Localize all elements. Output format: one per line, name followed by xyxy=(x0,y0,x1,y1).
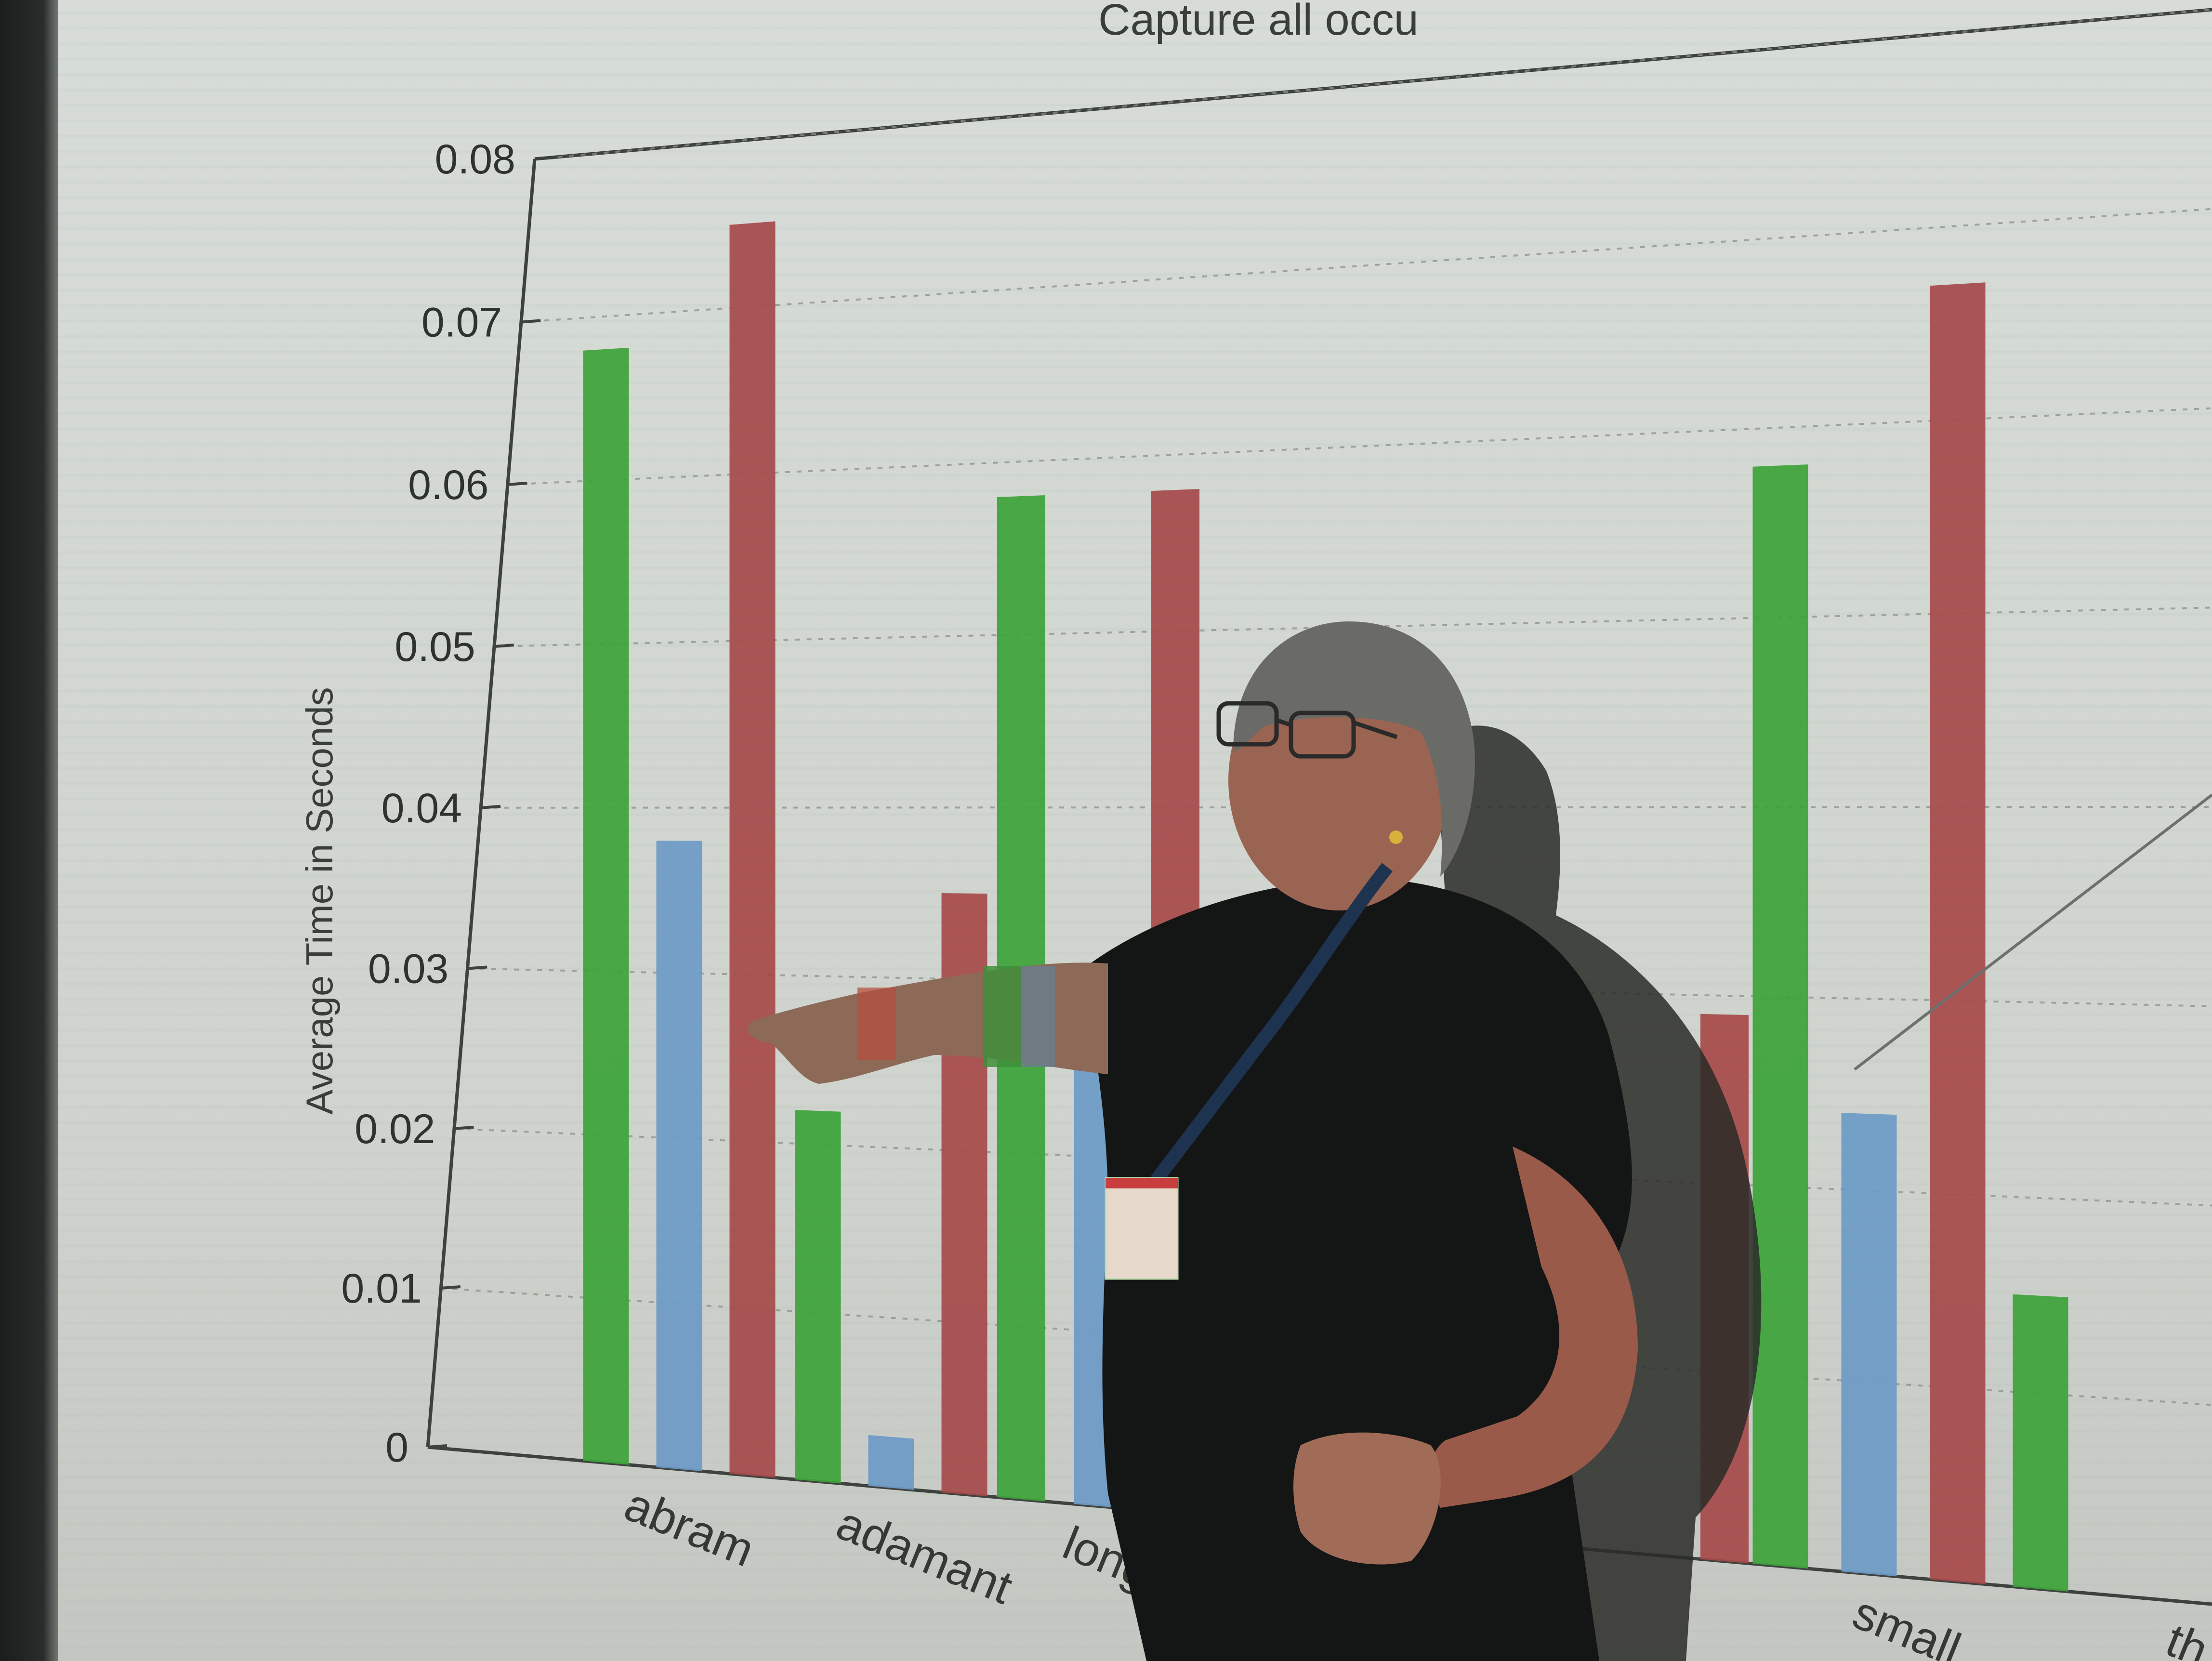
y-tick-label: 0.06 xyxy=(408,462,488,508)
arm-band-green xyxy=(983,966,1021,1067)
presenter-earring xyxy=(1389,830,1403,844)
y-axis-title: Average Time in Seconds xyxy=(298,687,341,1114)
bar xyxy=(583,347,629,1465)
y-tick-mark xyxy=(534,156,554,160)
bar xyxy=(868,1435,914,1490)
grid-line xyxy=(521,208,2212,323)
bar xyxy=(795,1110,841,1484)
y-tick-mark xyxy=(468,965,487,970)
y-tick-label: 0.04 xyxy=(382,785,462,831)
chart-title: Capture all occu xyxy=(1098,0,1419,44)
arm-band-red xyxy=(857,988,896,1060)
bar xyxy=(1752,464,1808,1569)
y-tick-label: 0.03 xyxy=(368,946,448,992)
y-axis-line xyxy=(426,158,537,1448)
presenter xyxy=(748,621,1638,1661)
y-tick-label: 0.01 xyxy=(341,1266,421,1312)
x-category-label: abram xyxy=(618,1477,762,1577)
y-tick-label: 0.07 xyxy=(421,300,502,346)
lanyard xyxy=(1150,863,1393,1185)
y-tick-mark xyxy=(521,319,541,324)
presenter-hair xyxy=(1233,621,1475,877)
bar xyxy=(1841,1113,1897,1577)
name-badge xyxy=(1105,1177,1179,1280)
y-tick-mark xyxy=(441,1285,461,1290)
name-badge-stripe xyxy=(1106,1178,1178,1188)
bar xyxy=(729,221,776,1478)
y-tick-mark xyxy=(481,804,501,809)
arm-band-blue xyxy=(1021,966,1055,1067)
slide-line-right xyxy=(1854,793,2212,1071)
x-category-label: small xyxy=(1846,1585,1968,1661)
presenter-glasses xyxy=(1216,701,1398,759)
bar xyxy=(656,841,702,1472)
y-tick-mark xyxy=(508,481,527,486)
bar xyxy=(2013,1294,2068,1592)
y-tick-label: 0.08 xyxy=(435,136,515,183)
y-tick-label: 0 xyxy=(385,1424,408,1471)
y-tick-mark xyxy=(427,1444,448,1449)
y-tick-labels: 0 0.01 0.02 0.03 0.04 0.05 0.06 0.07 0.08 xyxy=(341,136,515,1471)
presenter-right-arm xyxy=(1430,1147,1638,1508)
grid-line xyxy=(534,9,2212,160)
y-tick-label: 0.02 xyxy=(355,1106,435,1152)
y-tick-label: 0.05 xyxy=(395,624,475,670)
x-category-label: adamant xyxy=(830,1496,1020,1614)
presenter-hand xyxy=(1293,1432,1441,1565)
x-category-label: th xyxy=(2159,1613,2212,1661)
y-tick-mark xyxy=(454,1125,474,1130)
y-tick-mark xyxy=(494,643,514,648)
bar xyxy=(1930,282,1986,1584)
